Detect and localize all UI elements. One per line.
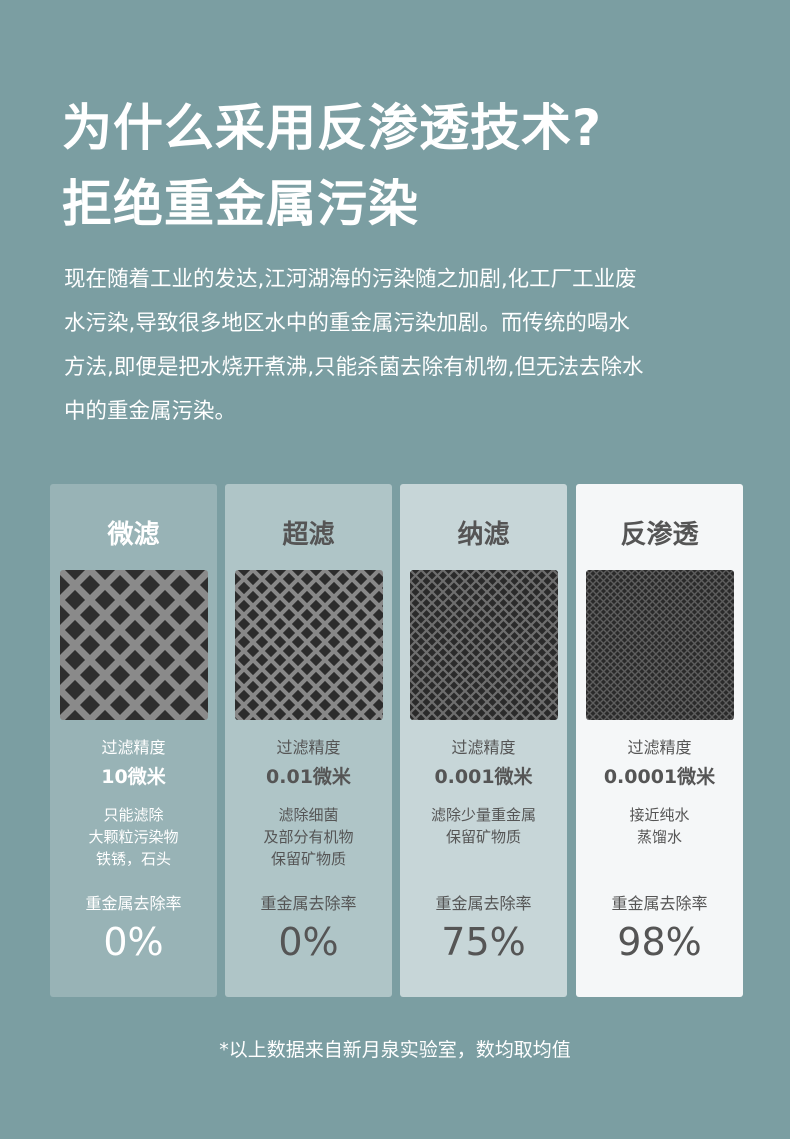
filter-card: 超滤过滤精度 0.01微米滤除细菌及部分有机物 保留矿物质重金属去除率 0% [225,484,392,997]
description-line: 保留矿物质 [270,850,346,868]
description-line: 蒸馏水 [636,828,682,846]
footnote: *以上数据来自新月泉实验室，数均取均值 [219,1039,571,1061]
mesh-image [410,570,558,720]
removal-rate: 0% [278,920,339,964]
precision-value: 0.01微米 [266,766,351,788]
intro-line: 方法,即便是把水烧开煮沸,只能杀菌去除有机物,但无法去除水 [64,355,644,380]
description-line: 铁锈，石头 [95,850,171,868]
precision-label: 过滤精度 [101,738,166,757]
mesh-image [235,570,383,720]
description-line: 保留矿物质 [445,828,521,846]
removal-rate: 98% [617,920,702,964]
filter-card: 反渗透过滤精度 0.0001微米接近纯水蒸馏水重金属去除率 98% [576,484,743,997]
description-line: 接近纯水 [629,806,690,824]
mesh-texture [60,570,208,720]
intro-line: 水污染,导致很多地区水中的重金属污染加剧。而传统的喝水 [64,311,630,336]
description-line: 滤除少量重金属 [430,806,536,824]
precision-label: 过滤精度 [451,738,516,757]
mesh-texture [410,570,558,720]
precision-value: 0.0001微米 [603,766,716,788]
intro-line: 中的重金属污染。 [64,399,237,424]
removal-label: 重金属去除率 [260,894,357,913]
filter-card: 微滤过滤精度 10微米只能滤除大颗粒污染物 铁锈，石头重金属去除率 0% [50,484,217,997]
filter-card: 纳滤过滤精度 0.001微米滤除少量重金属 保留矿物质重金属去除率 75% [400,484,567,997]
description-line: 大颗粒污染物 [88,828,179,846]
removal-label: 重金属去除率 [85,894,182,913]
title-line: 拒绝重金属污染 [62,175,419,233]
card-title: 微滤 [107,520,160,550]
intro-line: 现在随着工业的发达,江河湖海的污染随之加剧,化工厂工业废 [64,267,637,292]
precision-value: 0.001微米 [434,766,533,788]
mesh-texture [586,570,734,720]
title-line: 为什么采用反渗透技术? [62,99,603,157]
removal-rate: 0% [103,920,164,964]
precision-label: 过滤精度 [627,738,692,757]
description-line: 只能滤除 [103,806,164,824]
removal-label: 重金属去除率 [611,894,708,913]
mesh-image [60,570,208,720]
card-title: 反渗透 [620,520,699,550]
description-line: 及部分有机物 [263,828,354,846]
mesh-texture [235,570,383,720]
description-line: 滤除细菌 [278,806,339,824]
mesh-image [586,570,734,720]
precision-label: 过滤精度 [276,738,341,757]
removal-rate: 75% [441,920,526,964]
card-title: 纳滤 [457,520,510,550]
removal-label: 重金属去除率 [435,894,532,913]
precision-value: 10微米 [101,766,166,788]
card-title: 超滤 [282,520,335,550]
